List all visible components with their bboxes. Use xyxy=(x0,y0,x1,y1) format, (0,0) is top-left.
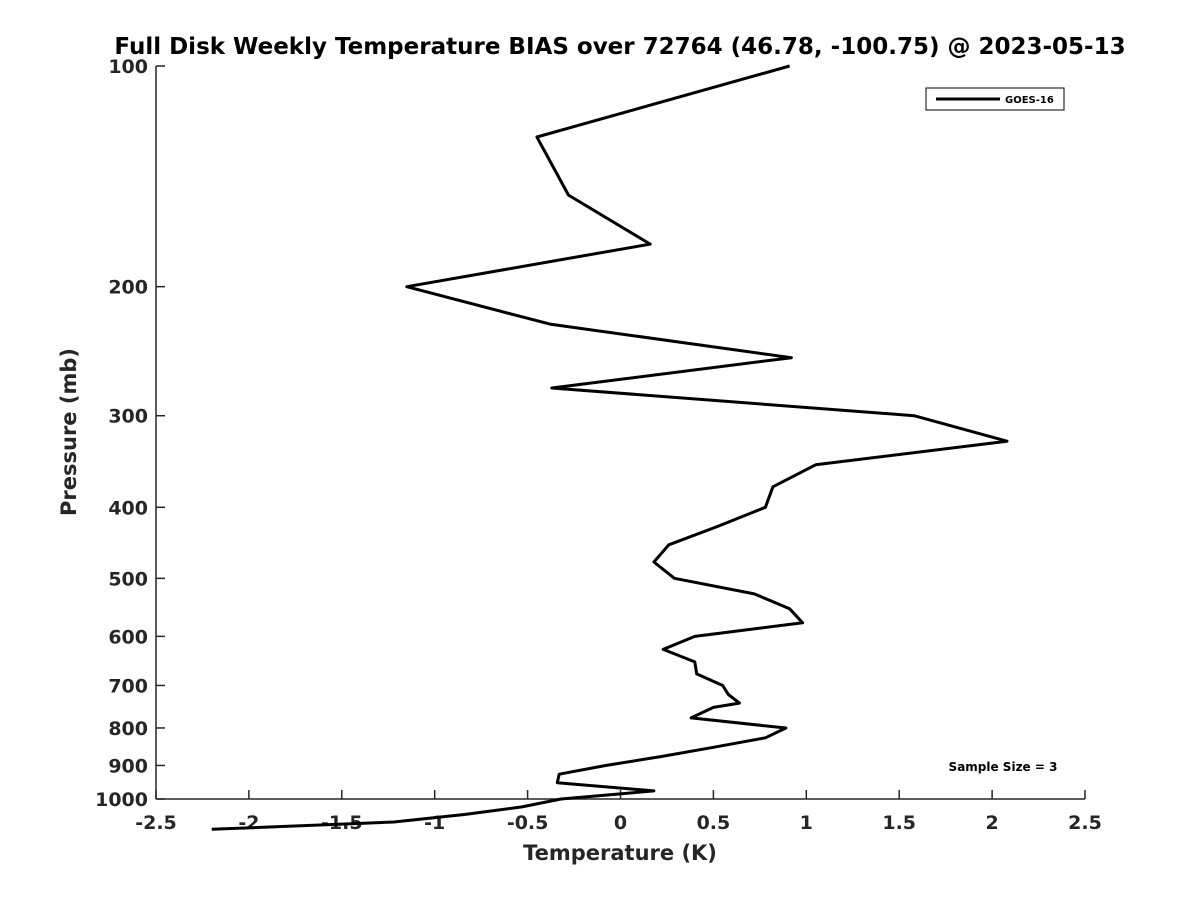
y-tick-label: 900 xyxy=(108,755,148,777)
legend: GOES-16 xyxy=(925,87,1065,111)
y-axis-label: Pressure (mb) xyxy=(57,348,81,516)
x-tick-label: 2.5 xyxy=(1068,812,1102,834)
y-tick-label: 200 xyxy=(108,277,148,299)
y-tick-label: 600 xyxy=(108,626,148,648)
series-line-goes-16 xyxy=(211,64,1009,831)
legend-entry-goes-16: GOES-16 xyxy=(1005,95,1054,106)
x-tick-label: -2 xyxy=(238,812,259,834)
x-tick-label: -2.5 xyxy=(135,812,177,834)
y-tick-label: 100 xyxy=(108,56,148,78)
y-tick-label: 800 xyxy=(108,718,148,740)
x-axis-ticks: -2.5 -2 -1.5 -1 -0.5 0 0.5 1 1.5 2 2.5 xyxy=(135,790,1102,834)
x-tick-label: 2 xyxy=(985,812,998,834)
x-tick-label: 1.5 xyxy=(882,812,916,834)
y-tick-label: 700 xyxy=(108,675,148,697)
x-tick-label: -0.5 xyxy=(507,812,549,834)
y-tick-label: 400 xyxy=(108,497,148,519)
y-tick-label: 500 xyxy=(108,568,148,590)
plot-axes xyxy=(155,66,1085,800)
sample-size-annotation: Sample Size = 3 xyxy=(949,760,1058,774)
x-axis-label: Temperature (K) xyxy=(523,841,717,865)
x-tick-label: 1 xyxy=(800,812,813,834)
x-tick-label: 0 xyxy=(614,812,627,834)
y-tick-label: 1000 xyxy=(95,789,148,811)
y-tick-label: 300 xyxy=(108,406,148,428)
y-axis-ticks: 100 200 300 400 500 600 700 800 900 1000 xyxy=(95,56,165,811)
x-tick-label: -1 xyxy=(424,812,445,834)
x-tick-label: 0.5 xyxy=(697,812,731,834)
chart-title: Full Disk Weekly Temperature BIAS over 7… xyxy=(114,34,1125,60)
